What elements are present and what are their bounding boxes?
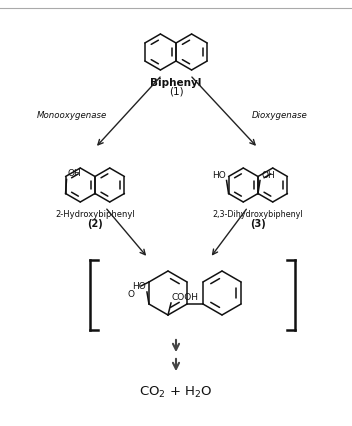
Text: CO$_2$ + H$_2$O: CO$_2$ + H$_2$O [139, 384, 213, 400]
Text: OH: OH [68, 170, 81, 178]
Text: 2-Hydroxybiphenyl: 2-Hydroxybiphenyl [55, 210, 135, 219]
Text: (2): (2) [87, 219, 103, 229]
Text: OH: OH [261, 170, 275, 179]
Text: O: O [128, 290, 135, 299]
Text: COOH: COOH [172, 293, 199, 302]
Text: HO: HO [212, 170, 226, 179]
Text: Dioxygenase: Dioxygenase [252, 110, 308, 120]
Text: Monooxygenase: Monooxygenase [37, 110, 107, 120]
Text: 2,3-Dihydroxybiphenyl: 2,3-Dihydroxybiphenyl [213, 210, 303, 219]
Text: (1): (1) [169, 87, 183, 97]
Text: (3): (3) [250, 219, 266, 229]
Text: HO: HO [132, 282, 146, 291]
Text: Biphenyl: Biphenyl [150, 78, 202, 88]
